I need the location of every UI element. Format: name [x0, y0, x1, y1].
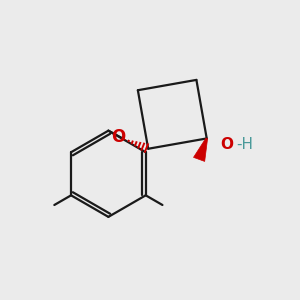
- Text: O: O: [220, 137, 233, 152]
- Polygon shape: [194, 138, 208, 161]
- Text: -H: -H: [236, 137, 254, 152]
- Text: O: O: [111, 128, 125, 146]
